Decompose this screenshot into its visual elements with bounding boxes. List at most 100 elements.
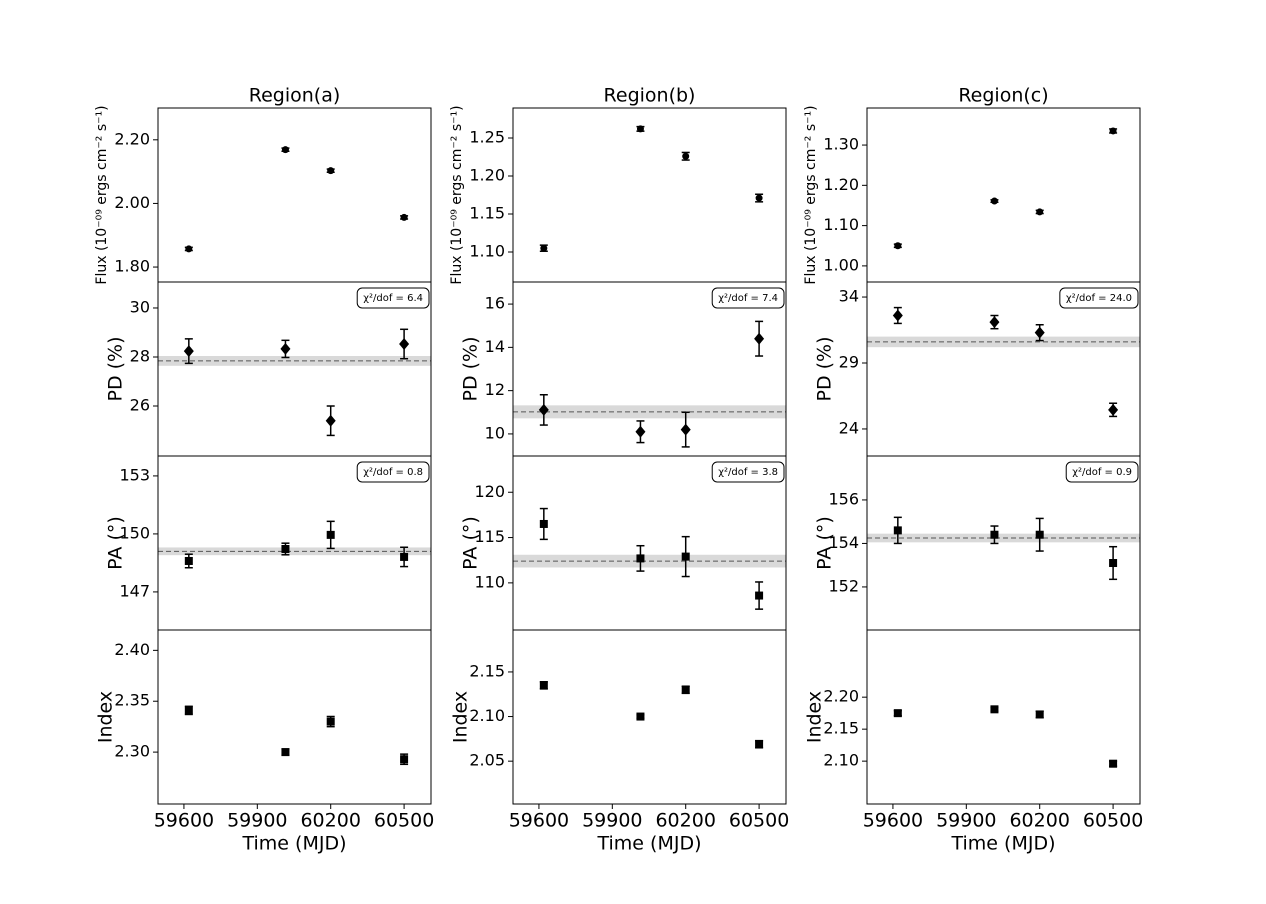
annotation: χ²/dof = 0.8	[356, 461, 430, 483]
point	[326, 530, 335, 539]
y-tick-label: 2.10	[469, 706, 505, 725]
y-tick-label: 120	[474, 482, 505, 501]
x-axis-label: Time (MJD)	[951, 833, 1056, 855]
y-tick-label: 1.10	[823, 215, 859, 234]
y-tick-label: 1.20	[823, 175, 859, 194]
point	[539, 681, 548, 690]
point	[681, 552, 690, 561]
y-tick-label: 2.05	[469, 751, 505, 770]
annotation-text: χ²/dof = 0.8	[363, 467, 423, 478]
y-tick-label: 2.40	[114, 640, 150, 659]
x-tick-label: 59900	[936, 810, 996, 832]
y-tick-label: 1.15	[469, 203, 505, 222]
point	[755, 591, 764, 600]
point	[185, 245, 193, 253]
panel: 152 154 156 PA (°) χ²/dof = 0.9	[814, 455, 1141, 631]
panel: 110 115 120 PA (°) χ²/dof = 3.8	[460, 455, 787, 631]
annotation-box	[356, 461, 430, 483]
x-tick-label: 60200	[655, 810, 715, 832]
panel: 1.80 2.00 2.20 Region(a) Flux (10⁻⁰⁹ ergs cm…	[94, 85, 432, 285]
point	[1109, 759, 1118, 768]
y-tick-label: 2.20	[114, 129, 150, 148]
point	[1108, 403, 1119, 416]
y-tick-label: 1.80	[114, 257, 150, 276]
panel-title: Region(b)	[604, 85, 696, 107]
point	[326, 717, 335, 726]
x-tick-label: 59900	[227, 810, 287, 832]
point	[1035, 530, 1044, 539]
point	[1109, 559, 1118, 568]
annotation: χ²/dof = 3.8	[711, 461, 785, 483]
point	[893, 709, 902, 718]
annotation: χ²/dof = 24.0	[1059, 287, 1139, 309]
point	[281, 748, 290, 757]
y-tick-label: 153	[119, 465, 150, 484]
y-tick-label: 2.15	[469, 661, 505, 680]
y-tick-label: 34	[839, 287, 859, 306]
x-tick-label: 59600	[863, 810, 923, 832]
y-tick-label: 30	[130, 297, 150, 316]
point	[184, 556, 193, 565]
panel: 10 12 14 16 PD (%) χ²/dof = 7.4	[460, 281, 787, 457]
y-axis-label: PA (°)	[814, 516, 836, 570]
x-tick-label: 60500	[729, 810, 789, 832]
point	[1035, 710, 1044, 719]
point	[990, 197, 998, 205]
y-tick-label: 115	[474, 527, 505, 546]
annotation-box	[711, 461, 785, 483]
annotation-box	[1059, 287, 1139, 309]
y-tick-label: 2.15	[823, 719, 859, 738]
y-tick-label: 1.10	[469, 241, 505, 260]
annotation-text: χ²/dof = 24.0	[1066, 293, 1132, 304]
panel: 1.00 1.10 1.20 1.30 Region(c) Flux (10⁻⁰⁹ erg…	[803, 85, 1141, 285]
panel-frame	[512, 629, 787, 805]
point	[892, 309, 903, 322]
annotation: χ²/dof = 6.4	[356, 287, 430, 309]
panel-frame	[512, 107, 787, 283]
point	[183, 345, 194, 358]
y-tick-label: 1.25	[469, 128, 505, 147]
y-tick-label: 26	[130, 396, 150, 415]
point	[400, 213, 408, 221]
point	[540, 244, 548, 252]
panel: 2.10 2.15 2.20 59600 59900 60200 60500 Time (MJ…	[804, 629, 1143, 855]
y-axis-label: PD (%)	[814, 336, 836, 401]
panel: 2.30 2.35 2.40 59600 59900 60200 60500 Time (MJ…	[95, 629, 434, 855]
y-tick-label: 154	[828, 533, 859, 552]
point	[399, 338, 410, 351]
y-tick-label: 10	[485, 423, 505, 442]
y-tick-label: 110	[474, 572, 505, 591]
point	[539, 519, 548, 528]
point	[680, 423, 691, 436]
x-axis-label: Time (MJD)	[597, 833, 702, 855]
annotation-text: χ²/dof = 3.8	[718, 467, 778, 478]
annotation: χ²/dof = 0.9	[1065, 461, 1139, 483]
y-tick-label: 2.30	[114, 742, 150, 761]
x-axis-label: Time (MJD)	[242, 833, 347, 855]
point	[400, 552, 409, 561]
panel-title: Region(c)	[958, 85, 1048, 107]
annotation-text: χ²/dof = 6.4	[363, 293, 423, 304]
y-tick-label: 1.20	[469, 166, 505, 185]
y-tick-label: 24	[839, 418, 859, 437]
point	[281, 544, 290, 553]
point	[990, 530, 999, 539]
point	[989, 316, 1000, 329]
x-tick-label: 59600	[509, 810, 569, 832]
point	[1109, 127, 1117, 135]
y-tick-label: 16	[485, 294, 505, 313]
y-axis-label: Index	[804, 691, 826, 743]
point	[754, 332, 765, 345]
annotation-box	[1065, 461, 1139, 483]
panel: 2.05 2.10 2.15 59600 59900 60200 60500 Time (MJ…	[450, 629, 789, 855]
point	[755, 194, 763, 202]
annotation-text: χ²/dof = 7.4	[718, 293, 778, 304]
x-tick-label: 59600	[154, 810, 214, 832]
y-tick-label: 147	[119, 581, 150, 600]
panel-frame	[866, 107, 1141, 283]
panel: 24 29 34 PD (%) χ²/dof = 24.0	[814, 281, 1141, 457]
y-axis-label: PD (%)	[105, 336, 127, 401]
y-tick-label: 1.00	[823, 255, 859, 274]
y-axis-label: Flux (10⁻⁰⁹ ergs cm⁻² s⁻¹)	[94, 105, 110, 284]
point	[682, 152, 690, 160]
